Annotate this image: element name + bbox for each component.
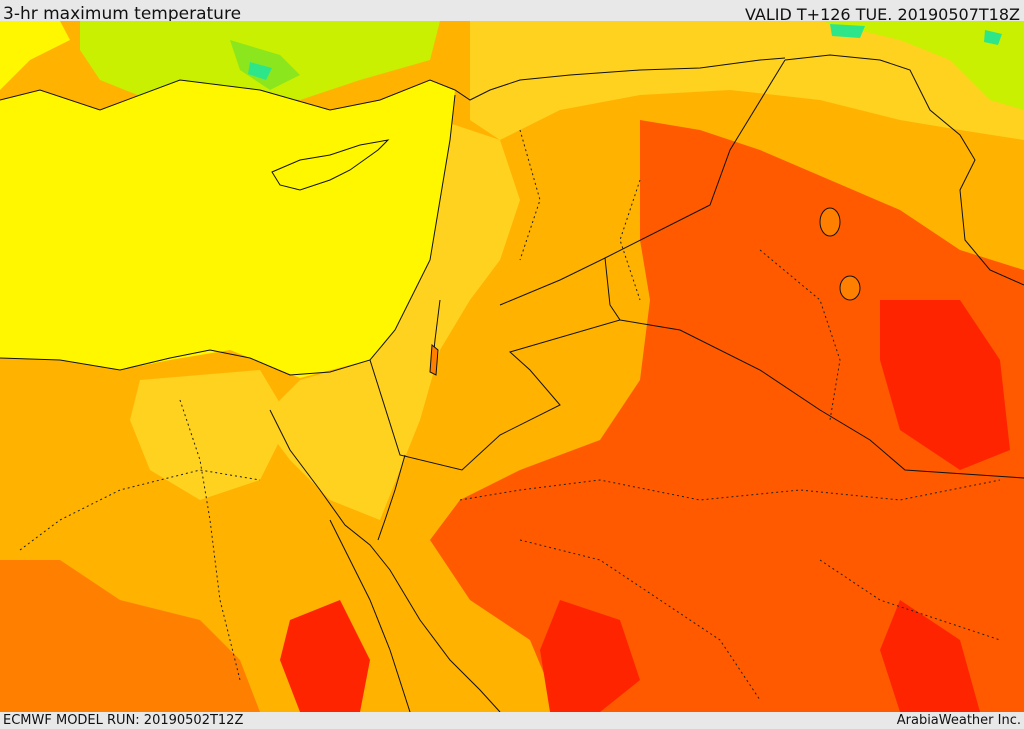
very-hot-region: [430, 120, 1024, 712]
credit: ArabiaWeather Inc.: [896, 713, 1021, 728]
map-title: 3-hr maximum temperature: [3, 4, 242, 24]
warm-region-levant: [260, 120, 520, 520]
warm-region-egypt: [130, 370, 290, 500]
red-sea: [330, 540, 480, 712]
province-boundaries: [19, 129, 1001, 701]
extreme-region-2: [540, 600, 640, 712]
dead-sea: [429, 343, 439, 376]
valid-time: VALID T+126 TUE. 20190507T18Z: [744, 5, 1020, 24]
footer-bar: [0, 712, 1024, 729]
lake-1: [819, 207, 841, 237]
cool-region-iran: [820, 21, 1024, 110]
coastlines: [0, 57, 786, 712]
extreme-region-1: [880, 300, 1010, 470]
cold-patch-1: [248, 62, 272, 80]
cold-patch-3: [984, 30, 1002, 45]
hot-region-west: [0, 560, 260, 712]
extreme-region-3: [880, 600, 980, 712]
cold-patch-2: [830, 24, 865, 38]
header-bar: 3-hr maximum temperature VALID T+126 TUE…: [0, 0, 1024, 24]
mediterranean-sea: [0, 21, 455, 378]
model-run: ECMWF MODEL RUN: 20190502T12Z: [3, 713, 244, 728]
warm-region-north: [470, 21, 1024, 140]
cyprus-outline: [271, 139, 390, 191]
lake-2: [839, 275, 861, 301]
temperature-map: [0, 21, 1024, 712]
extreme-region-4: [280, 600, 370, 712]
country-borders: [369, 54, 1024, 479]
cooler-region-turkey: [230, 40, 300, 90]
